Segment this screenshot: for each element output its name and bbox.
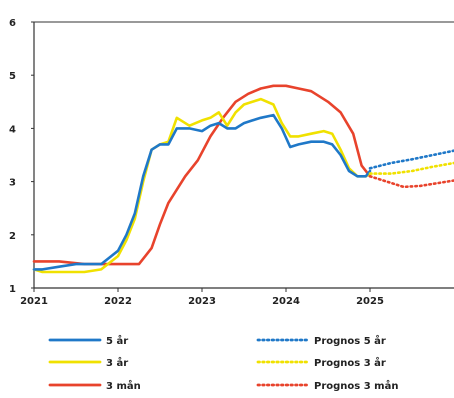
x-tick-label: 2021	[20, 296, 48, 307]
series-layer	[32, 84, 454, 274]
legend-label-2: 3 mån	[106, 379, 141, 392]
y-tick-label: 3	[9, 178, 16, 189]
series-line-3	[368, 149, 454, 170]
y-tick-label: 5	[9, 71, 16, 82]
series-line-4	[368, 161, 454, 175]
legend-label-0: 5 år	[106, 334, 128, 347]
y-tick-label: 1	[9, 284, 16, 295]
y-tick-label: 4	[9, 124, 16, 135]
series-line-2	[32, 84, 372, 266]
x-tick-label: 2023	[188, 296, 216, 307]
legend: 5 år 3 år 3 mån Prognos 5 år Prognos 3 år Pro…	[48, 334, 398, 392]
x-tick-label: 2025	[356, 296, 384, 307]
series-line-5	[368, 175, 454, 189]
x-axis: 2021 2022 2023 2024 2025	[20, 288, 384, 307]
legend-label-5: Prognos 3 mån	[314, 379, 398, 392]
y-axis: 1 2 3 4 5 6	[9, 18, 34, 295]
legend-label-3: Prognos 5 år	[314, 334, 386, 347]
series-line-0	[32, 113, 372, 271]
series-line-1	[32, 97, 372, 274]
legend-label-1: 3 år	[106, 356, 128, 369]
legend-label-4: Prognos 3 år	[314, 356, 386, 369]
x-tick-label: 2022	[104, 296, 132, 307]
y-tick-label: 2	[9, 231, 16, 242]
x-tick-label: 2024	[272, 296, 300, 307]
y-tick-label: 6	[9, 18, 16, 29]
plot-frame	[33, 21, 454, 289]
